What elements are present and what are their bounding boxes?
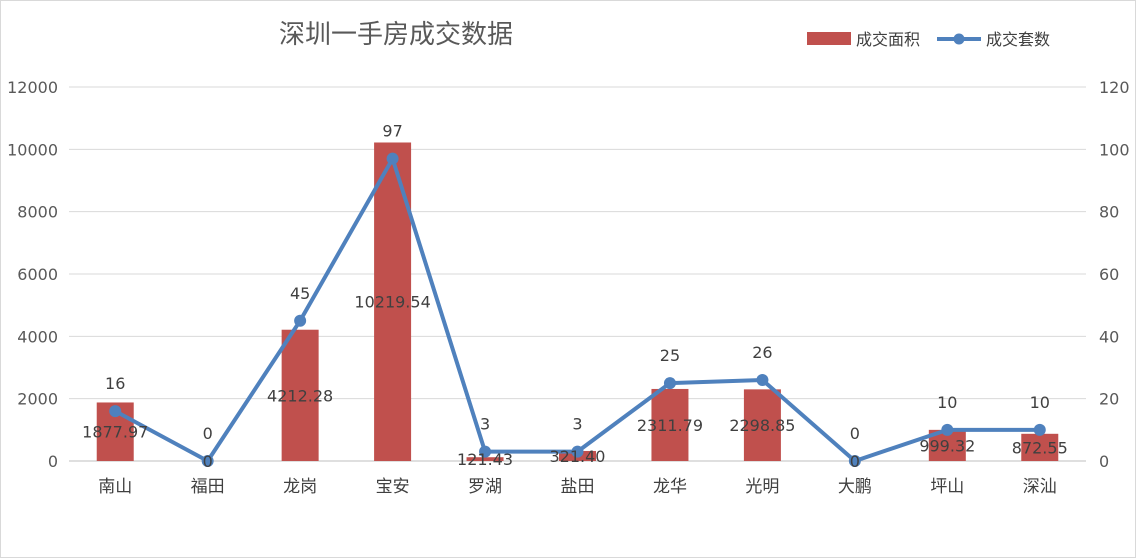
- line-point: [479, 445, 492, 458]
- bar: [281, 329, 319, 461]
- right-axis-tick-label: 80: [1099, 203, 1119, 222]
- bar-data-labels: 1877.97 0 4212.28 10219.54 121.43 321.40 2311.…: [82, 293, 1068, 471]
- bar-data-label: 4212.28: [267, 386, 333, 405]
- category-label: 光明: [745, 477, 779, 497]
- legend-bar-label: 成交面积: [856, 30, 920, 49]
- category-label: 福田: [191, 477, 225, 497]
- left-axis-ticks: 0 2000 4000 6000 8000 10000 12000: [7, 78, 58, 471]
- line-point: [848, 455, 861, 467]
- line-point: [1033, 423, 1046, 436]
- line-point: [294, 314, 307, 327]
- line-data-label: 0: [203, 424, 213, 443]
- right-axis-tick-label: 60: [1099, 265, 1119, 284]
- category-labels: 南山 福田 龙岗 宝安 罗湖 盐田 龙华 光明 大鹏 坪山 深汕: [98, 477, 1057, 497]
- left-axis-tick-label: 8000: [17, 203, 58, 222]
- right-axis-tick-label: 100: [1099, 140, 1130, 159]
- line-point: [571, 445, 584, 458]
- line-point: [386, 152, 399, 165]
- right-axis-tick-label: 20: [1099, 390, 1119, 409]
- line-data-label: 45: [290, 284, 310, 303]
- category-label: 罗湖: [468, 477, 502, 497]
- line-data-labels: 16 0 45 97 3 3 25 26 0 10 10: [105, 122, 1050, 443]
- category-label: 宝安: [376, 477, 410, 497]
- bar: [1021, 433, 1059, 461]
- line-point: [756, 373, 769, 386]
- category-label: 盐田: [561, 477, 595, 497]
- bar-data-label: 1877.97: [82, 423, 148, 442]
- line-data-label: 10: [1030, 393, 1050, 412]
- line-point: [109, 405, 122, 418]
- line-data-label: 3: [572, 415, 582, 434]
- bar-data-label: 999.32: [919, 436, 975, 455]
- category-label: 南山: [98, 477, 132, 497]
- line-data-label: 10: [937, 393, 957, 412]
- bar: [466, 457, 504, 461]
- category-label: 深汕: [1023, 477, 1057, 497]
- line-series: [109, 152, 1046, 467]
- line-point: [941, 423, 954, 436]
- legend: 成交面积 成交套数: [807, 30, 1050, 49]
- legend-line-label: 成交套数: [986, 30, 1050, 49]
- right-axis-ticks: 0 20 40 60 80 100 120: [1099, 78, 1130, 471]
- gridlines: [69, 86, 1086, 462]
- bar-data-label: 121.43: [457, 450, 513, 469]
- left-axis-tick-label: 12000: [7, 78, 58, 97]
- category-label: 龙华: [653, 477, 687, 497]
- bar-data-label: 0: [203, 452, 213, 471]
- bar-data-label: 321.40: [550, 447, 606, 466]
- line-data-label: 3: [480, 415, 490, 434]
- left-axis-tick-label: 4000: [17, 327, 58, 346]
- line-point: [201, 455, 214, 467]
- category-label: 龙岗: [283, 477, 317, 497]
- right-axis-tick-label: 0: [1099, 452, 1109, 471]
- line-data-label: 26: [752, 343, 772, 362]
- left-axis-tick-label: 2000: [17, 390, 58, 409]
- category-label: 大鹏: [838, 477, 872, 497]
- right-axis-tick-label: 120: [1099, 78, 1130, 97]
- bar: [651, 388, 689, 461]
- line-data-label: 97: [382, 122, 402, 141]
- bar-data-label: 0: [850, 452, 860, 471]
- left-axis-tick-label: 6000: [17, 265, 58, 284]
- line-data-label: 16: [105, 374, 125, 393]
- left-axis-tick-label: 10000: [7, 140, 58, 159]
- bar-data-label: 2298.85: [729, 416, 795, 435]
- left-axis-tick-label: 0: [48, 452, 58, 471]
- category-label: 坪山: [930, 477, 964, 497]
- chart-title: 深圳一手房成交数据: [279, 20, 513, 50]
- right-axis-tick-label: 40: [1099, 327, 1119, 346]
- legend-bar-swatch: [807, 32, 851, 45]
- bar-data-label: 10219.54: [354, 293, 430, 312]
- bar-data-label: 2311.79: [637, 416, 703, 435]
- bar-data-label: 872.55: [1012, 438, 1068, 457]
- line-data-label: 0: [850, 424, 860, 443]
- line-point: [663, 377, 676, 390]
- bar: [743, 389, 781, 461]
- line-data-label: 25: [660, 346, 680, 365]
- legend-line-marker: [953, 33, 965, 45]
